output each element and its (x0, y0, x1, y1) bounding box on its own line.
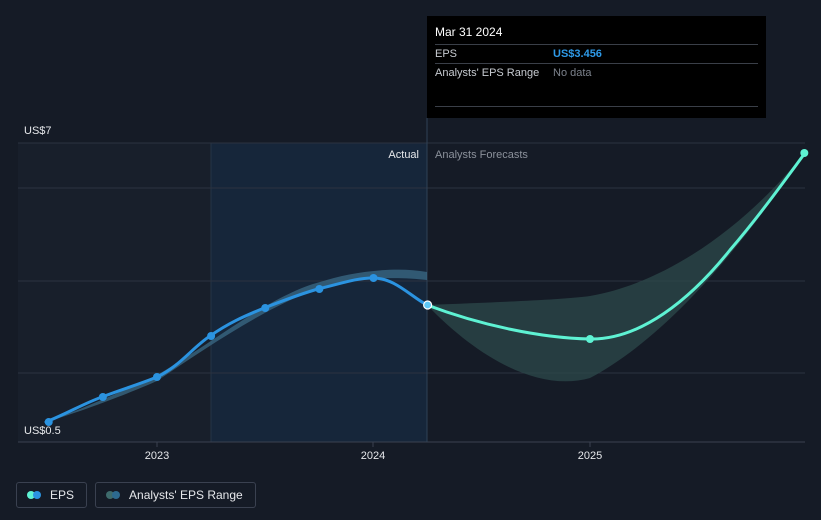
forecast-point (586, 335, 594, 343)
legend-eps-label: EPS (50, 488, 75, 502)
legend-eps[interactable]: EPS (16, 482, 88, 508)
eps-forecast-line (425, 151, 807, 341)
tooltip: Mar 31 2024 EPS US$3.456 Analysts' EPS R… (427, 16, 766, 118)
tooltip-row-eps: EPS US$3.456 (435, 44, 758, 63)
tooltip-range-key: Analysts' EPS Range (435, 67, 540, 79)
eps-point (369, 274, 378, 282)
forecast-point (800, 149, 809, 157)
eps-point (98, 393, 107, 401)
legend-eps-range[interactable]: Analysts' EPS Range (95, 482, 256, 508)
eps-points (44, 149, 809, 426)
legend-eps-icon (27, 491, 41, 499)
forecast-range-area (427, 152, 805, 382)
eps-point (44, 418, 53, 426)
eps-point (207, 332, 216, 340)
legend: EPS Analysts' EPS Range (16, 482, 256, 508)
tooltip-eps-key: EPS (435, 48, 458, 60)
legend-range-label: Analysts' EPS Range (129, 488, 243, 502)
eps-point (153, 373, 161, 381)
tooltip-range-value: No data (553, 67, 592, 79)
tooltip-row-range: Analysts' EPS Range No data (435, 63, 758, 82)
legend-range-icon (106, 491, 121, 499)
tooltip-eps-value: US$3.456 (553, 48, 602, 60)
x-tick-2025: 2025 (578, 450, 602, 462)
actual-label: Actual (388, 149, 419, 161)
eps-point-current (423, 300, 433, 310)
tooltip-date: Mar 31 2024 (435, 25, 503, 39)
tooltip-divider (435, 106, 758, 107)
eps-point (261, 304, 270, 312)
x-tick-2023: 2023 (145, 450, 169, 462)
forecast-label: Analysts Forecasts (435, 149, 528, 161)
eps-point (315, 285, 324, 293)
x-tick-2024: 2024 (361, 450, 385, 462)
y-label-top: US$7 (24, 125, 52, 137)
y-label-bottom: US$0.5 (24, 425, 61, 437)
